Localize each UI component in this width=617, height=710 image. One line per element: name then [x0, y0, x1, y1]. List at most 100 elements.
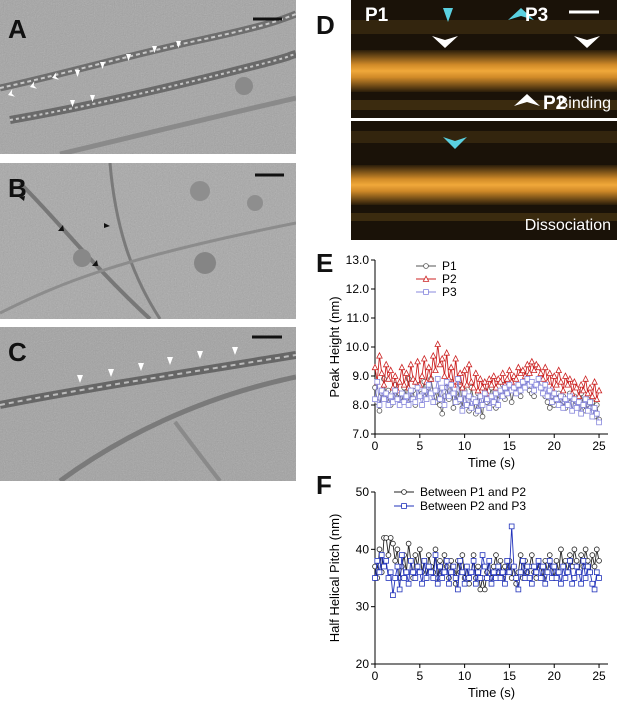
data-point	[558, 393, 564, 400]
data-point	[497, 575, 504, 581]
data-point	[537, 369, 545, 376]
data-point	[419, 580, 425, 587]
y-tick-label: 7.0	[352, 427, 369, 441]
data-point	[571, 396, 578, 403]
data-point	[495, 402, 502, 408]
data-point	[493, 390, 499, 397]
legend-marker	[422, 275, 430, 282]
data-point	[517, 393, 524, 400]
data-point	[372, 396, 378, 403]
x-tick-label: 5	[416, 669, 423, 683]
data-point	[542, 580, 549, 587]
y-tick-label: 40	[356, 542, 370, 556]
cyan-marker-top	[443, 8, 453, 22]
data-point	[441, 552, 448, 558]
data-point	[490, 563, 497, 570]
data-point	[578, 410, 584, 417]
data-point	[481, 390, 488, 397]
data-point	[522, 384, 528, 391]
data-point	[403, 569, 410, 576]
data-point	[540, 563, 546, 570]
data-point	[577, 380, 585, 388]
data-point	[591, 405, 598, 411]
data-point	[475, 569, 481, 576]
y-axis-label: Half Helical Pitch (nm)	[327, 514, 342, 643]
data-point	[457, 396, 463, 403]
data-point	[497, 378, 504, 385]
x-tick-label: 15	[503, 439, 517, 453]
legend-label: P1	[442, 259, 457, 273]
data-point	[593, 546, 600, 553]
data-point	[470, 558, 477, 564]
data-point	[569, 580, 575, 587]
data-point	[405, 540, 412, 547]
data-point	[546, 558, 553, 564]
data-point	[524, 376, 531, 382]
x-tick-label: 15	[503, 669, 517, 683]
data-point	[459, 552, 466, 558]
data-point	[560, 563, 566, 570]
x-tick-label: 10	[458, 439, 472, 453]
data-point	[540, 390, 546, 397]
data-point	[412, 399, 419, 405]
data-point	[553, 396, 560, 403]
x-axis-label: Time (s)	[468, 685, 515, 700]
data-point	[542, 558, 549, 564]
data-point	[566, 375, 574, 382]
data-point	[380, 380, 388, 388]
data-point	[394, 396, 401, 403]
data-point	[549, 575, 555, 581]
data-point	[432, 546, 439, 553]
data-point	[589, 552, 596, 558]
data-point	[443, 558, 450, 564]
data-point	[490, 372, 498, 379]
data-point	[425, 563, 432, 570]
data-point	[558, 546, 564, 553]
panel-label-b: B	[8, 173, 27, 203]
data-point	[580, 402, 587, 408]
data-point	[578, 552, 584, 558]
data-point	[533, 569, 540, 576]
data-point	[492, 383, 500, 391]
data-point	[457, 558, 463, 564]
data-point	[479, 383, 486, 391]
data-point	[436, 360, 444, 368]
data-point	[584, 389, 592, 397]
data-point	[381, 396, 387, 403]
x-tick-label: 10	[458, 669, 472, 683]
data-point	[562, 575, 569, 581]
data-point	[499, 569, 506, 576]
data-point	[387, 569, 394, 576]
data-point	[419, 402, 425, 408]
x-tick-label: 25	[592, 669, 606, 683]
data-point	[589, 580, 596, 587]
data-point	[385, 375, 392, 382]
data-point	[461, 366, 468, 373]
data-point	[591, 563, 598, 570]
data-point	[591, 378, 598, 385]
data-point	[392, 575, 398, 581]
data-point	[591, 586, 598, 593]
data-point	[576, 399, 582, 405]
chart-f-half-pitch: 0 5 10 15 20 25 20 30 40 50 Time (s) Half Helical P…	[327, 485, 608, 700]
panel-label-e: E	[316, 248, 334, 278]
data-point	[461, 580, 468, 587]
data-point	[508, 523, 515, 530]
data-point	[593, 410, 600, 417]
data-point	[537, 384, 544, 391]
legend-marker	[401, 489, 407, 495]
data-point	[506, 366, 513, 373]
data-point	[511, 563, 517, 570]
data-point	[398, 363, 406, 371]
data-point	[401, 575, 407, 581]
data-point	[414, 357, 421, 365]
data-point	[466, 580, 472, 587]
legend-label: P2	[442, 272, 457, 286]
panel-label-a: A	[8, 14, 27, 44]
afm-image-binding: P1 P3 P2 Binding	[351, 0, 617, 118]
data-point	[562, 396, 569, 403]
data-point	[587, 399, 593, 405]
series-1	[371, 340, 603, 402]
